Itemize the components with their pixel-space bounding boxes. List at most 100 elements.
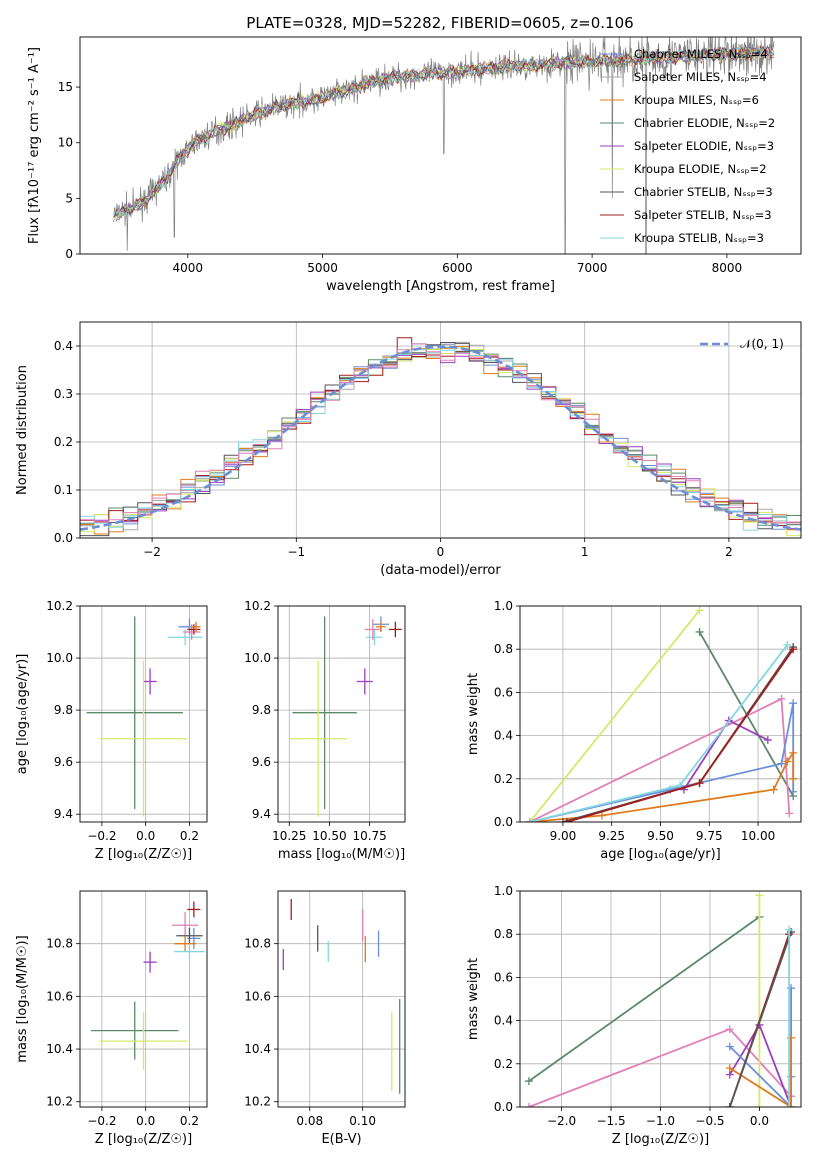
x-tick-label: −0.2 [87,1114,116,1128]
weight-line [529,703,795,822]
y-axis-label: age [log₁₀(age/yr)] [15,654,30,775]
y-tick-label: 0.4 [54,339,73,353]
y-tick-label: 0.2 [54,435,73,449]
x-tick-label: 0.2 [180,829,199,843]
legend-label: Chabrier STELIB, Nₛₛₚ=3 [634,185,773,199]
x-tick-label: 10.25 [272,829,306,843]
x-axis-label: E(B-V) [321,1132,361,1147]
y-tick-label: 10.8 [46,937,73,951]
x-tick-label: 0.10 [349,1114,376,1128]
y-tick-label: 10.8 [244,937,271,951]
weight-line [729,1022,792,1107]
x-tick-label: 9.00 [550,829,577,843]
weight-marker [789,787,798,796]
weight-marker [785,1103,794,1107]
x-tick-label: 0.0 [136,829,155,843]
x-tick-label: 0.2 [180,1114,199,1128]
y-tick-label: 10.6 [244,989,271,1003]
x-tick-label: 5000 [307,261,338,275]
axes-frame [79,36,802,255]
spectrum-model-line [113,45,775,218]
weight-marker [769,785,778,794]
legend-label: Chabrier MILES, Nₛₛₚ=4 [634,47,768,61]
y-tick-label: 10.2 [244,599,271,613]
x-axis-label: age [log₁₀(age/yr)] [600,847,721,862]
plot-area [282,898,401,1094]
weight-marker [695,779,704,788]
y-tick-label: 0.3 [54,387,73,401]
x-tick-label: 0.08 [296,1114,323,1128]
y-tick-label: 0.8 [494,927,513,941]
x-tick-label: −0.5 [695,1114,724,1128]
weight-line [728,931,792,1107]
weight-marker [597,811,606,820]
x-axis-label: wavelength [Angstrom, rest frame] [326,279,555,294]
x-tick-label: 10.50 [312,829,346,843]
y-axis-label: mass weight [466,673,481,755]
weight-marker [789,774,798,783]
legend-label: Kroupa STELIB, Nₛₛₚ=3 [634,231,764,245]
figure-title: PLATE=0328, MJD=52282, FIBERID=0605, z=0… [246,14,633,32]
spectrum-data-line [113,37,775,254]
y-tick-label: 0 [65,247,73,261]
axes-frame [79,890,208,1108]
plot-area [524,891,796,1107]
x-tick-label: 9.75 [696,829,723,843]
x-axis-label: mass [log₁₀(M/M☉)] [278,847,405,862]
x-tick-label: −2 [143,545,161,559]
y-tick-label: 0.0 [494,1100,513,1114]
weight-marker [787,1103,796,1107]
plot-area [90,901,205,1071]
panel-age_vs_mass: 10.25 10.50 10.75 9.4 9.6 9.8 10.0 10.2 mass [lo… [244,599,406,862]
weight-marker [695,606,704,615]
y-tick-label: 1.0 [494,884,513,898]
plot-area [80,337,801,537]
weight-marker [695,627,704,636]
x-tick-label: 4000 [173,261,204,275]
y-tick-label: 10.4 [244,1042,271,1056]
normal-curve [80,345,801,531]
panel-residuals: −2 −1 0 1 2 0.0 0.1 0.2 0.3 0.4 (data-model)/error… [15,321,802,578]
weight-marker [725,1025,734,1034]
legend-label: Kroupa ELODIE, Nₛₛₚ=2 [634,162,767,176]
panel-mass_vs_ebv: 0.08 0.10 10.2 10.4 10.6 10.8 E(B-V) [244,890,406,1147]
x-axis-label: (data-model)/error [380,563,501,578]
y-tick-label: 9.4 [252,807,271,821]
y-tick-label: 0.0 [494,815,513,829]
panel-weight_vs_age: 9.00 9.25 9.50 9.75 10.00 0.0 0.2 0.4 0.6 0.8 1.0 a… [466,599,802,862]
weight-marker [562,818,571,822]
weight-marker [789,699,798,708]
weight-marker [785,809,794,818]
plot-area [113,37,775,254]
y-tick-label: 0.6 [494,970,513,984]
y-axis-label: mass weight [466,958,481,1040]
axes-frame [519,605,802,823]
legend-label: 𝒩(0, 1) [740,337,784,351]
x-tick-label: 0.0 [750,1114,769,1128]
weight-marker [777,694,786,703]
weight-marker [525,818,534,822]
x-tick-label: 2 [725,545,733,559]
y-tick-label: 9.8 [54,703,73,717]
panel-spectrum: 4000 5000 6000 7000 8000 0 5 10 15 wavelength [An… [27,36,802,294]
residual-histogram [80,343,801,524]
axes-frame [277,890,406,1108]
plot-area [86,616,203,817]
weight-line [729,988,792,1107]
x-tick-label: 7000 [577,261,608,275]
x-tick-label: 10.75 [352,829,386,843]
panel-age_vs_Z: −0.2 0.0 0.2 9.4 9.6 9.8 10.0 10.2 Z [log₁₀(Z/Z☉… [15,599,208,862]
x-tick-label: 9.50 [647,829,674,843]
legend-label: Salpeter STELIB, Nₛₛₚ=3 [634,208,772,222]
y-tick-label: 0.4 [494,1014,513,1028]
y-tick-label: 10.6 [46,989,73,1003]
y-tick-label: 9.6 [252,755,271,769]
weight-line [528,916,760,1082]
legend-label: Chabrier ELODIE, Nₛₛₚ=2 [634,116,775,130]
x-axis-label: Z [log₁₀(Z/Z☉)] [95,1132,192,1147]
x-tick-label: −2.0 [547,1114,576,1128]
weight-marker [755,1103,764,1107]
y-tick-label: 10 [58,136,73,150]
legend-label: Kroupa MILES, Nₛₛₚ=6 [634,93,759,107]
x-tick-label: −1 [287,545,305,559]
